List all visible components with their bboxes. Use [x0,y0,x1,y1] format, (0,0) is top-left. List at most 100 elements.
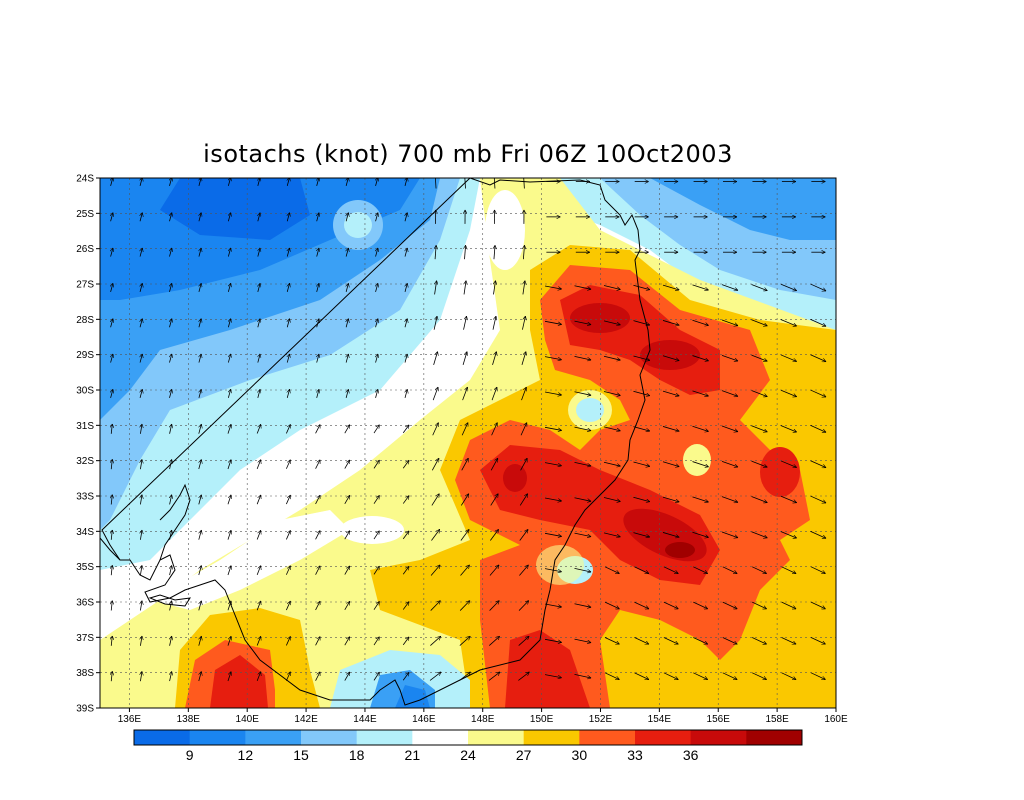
wind-vector [111,601,112,611]
colorbar-label: 27 [516,747,532,763]
wind-vector [662,390,679,396]
wind-vector [465,245,466,260]
wind-vector [227,530,231,540]
wind-vector [544,426,562,430]
wind-vector [544,320,562,324]
wind-vector [111,354,113,363]
colorbar-legend: 9 12 15 18 21 24 27 30 33 36 [133,729,803,763]
wind-vector [199,319,201,328]
wind-vector [111,248,113,257]
wind-vector [523,281,525,295]
wind-vector [490,458,499,471]
wind-vector [258,248,260,257]
wind-vector [752,566,767,574]
wind-vector [604,637,620,644]
wind-vector [460,494,469,506]
wind-vector [344,495,351,505]
wind-vector [111,319,113,328]
colorbar-swatch [468,730,525,745]
wind-vector [463,316,467,330]
wind-vector [402,425,409,434]
wind-vector [376,354,378,363]
wind-vector [810,531,827,538]
wind-vector [722,566,738,574]
wind-vector [199,389,201,398]
wind-vector [111,213,113,222]
wind-vector [633,284,649,289]
wind-vector [752,672,767,680]
lon-label: 160E [824,714,848,725]
wind-vector [464,281,466,295]
wind-vector [574,532,592,537]
wind-vector [519,565,528,576]
wind-vector [228,178,230,186]
wind-vector [462,387,468,401]
wind-vector [402,566,409,575]
colorbar-swatch [301,730,358,745]
wind-vector [544,568,562,572]
wind-vector [228,389,230,398]
wind-vector [460,529,469,541]
lat-label: 24S [76,174,94,185]
wind-vector [256,460,261,470]
wind-vector [544,391,562,395]
wind-vector [317,248,319,257]
wind-vector [140,319,142,328]
wind-vector [544,532,562,536]
wind-vector [317,213,319,222]
wind-vector [228,248,230,257]
wind-vector [751,284,768,290]
wind-vector [258,354,260,363]
wind-vector [430,601,441,611]
wind-vector [489,565,499,576]
wind-vector [633,496,649,501]
wind-vector [111,565,112,576]
wind-vector [692,355,708,361]
wind-vector [751,425,768,432]
lat-label: 34S [76,527,94,538]
wind-vector [376,213,378,222]
colorbar-swatch [412,730,469,745]
colorbar-swatch [690,730,747,745]
wind-vector [662,532,679,537]
wind-vector [346,213,348,222]
wind-vector [111,283,113,292]
wind-vector [634,601,649,609]
wind-vector [317,354,319,363]
lon-label: 142E [294,714,318,725]
wind-vector [228,354,230,363]
wind-vector [781,566,797,574]
wind-vector [170,565,172,576]
wind-vector [140,530,142,540]
isotach-field [100,178,836,708]
wind-vector [256,566,261,576]
wind-vector [574,391,592,396]
wind-vector [170,636,172,646]
wind-vector [198,671,202,682]
wind-vector [169,248,171,257]
wind-vector [346,389,348,398]
wind-vector [199,354,201,363]
colorbar-swatch [635,730,692,745]
wind-vector [227,459,231,470]
wind-vector [721,319,738,326]
colorbar-swatch [523,730,580,745]
wind-vector [662,284,679,290]
wind-vector [317,319,319,328]
wind-vector [286,424,290,434]
wind-vector [603,461,621,466]
wind-vector [346,354,348,363]
lon-label: 146E [412,714,436,725]
wind-vector [286,636,290,646]
wind-vector [780,495,797,503]
wind-vector [287,319,289,328]
wind-vector [523,245,524,260]
wind-vector [633,320,649,325]
wind-vector [692,425,708,431]
lon-label: 136E [118,714,142,725]
wind-vector [693,566,708,574]
wind-vector [663,672,679,680]
wind-vector [170,495,172,505]
wind-vector [810,460,827,468]
lat-label: 39S [76,704,94,715]
